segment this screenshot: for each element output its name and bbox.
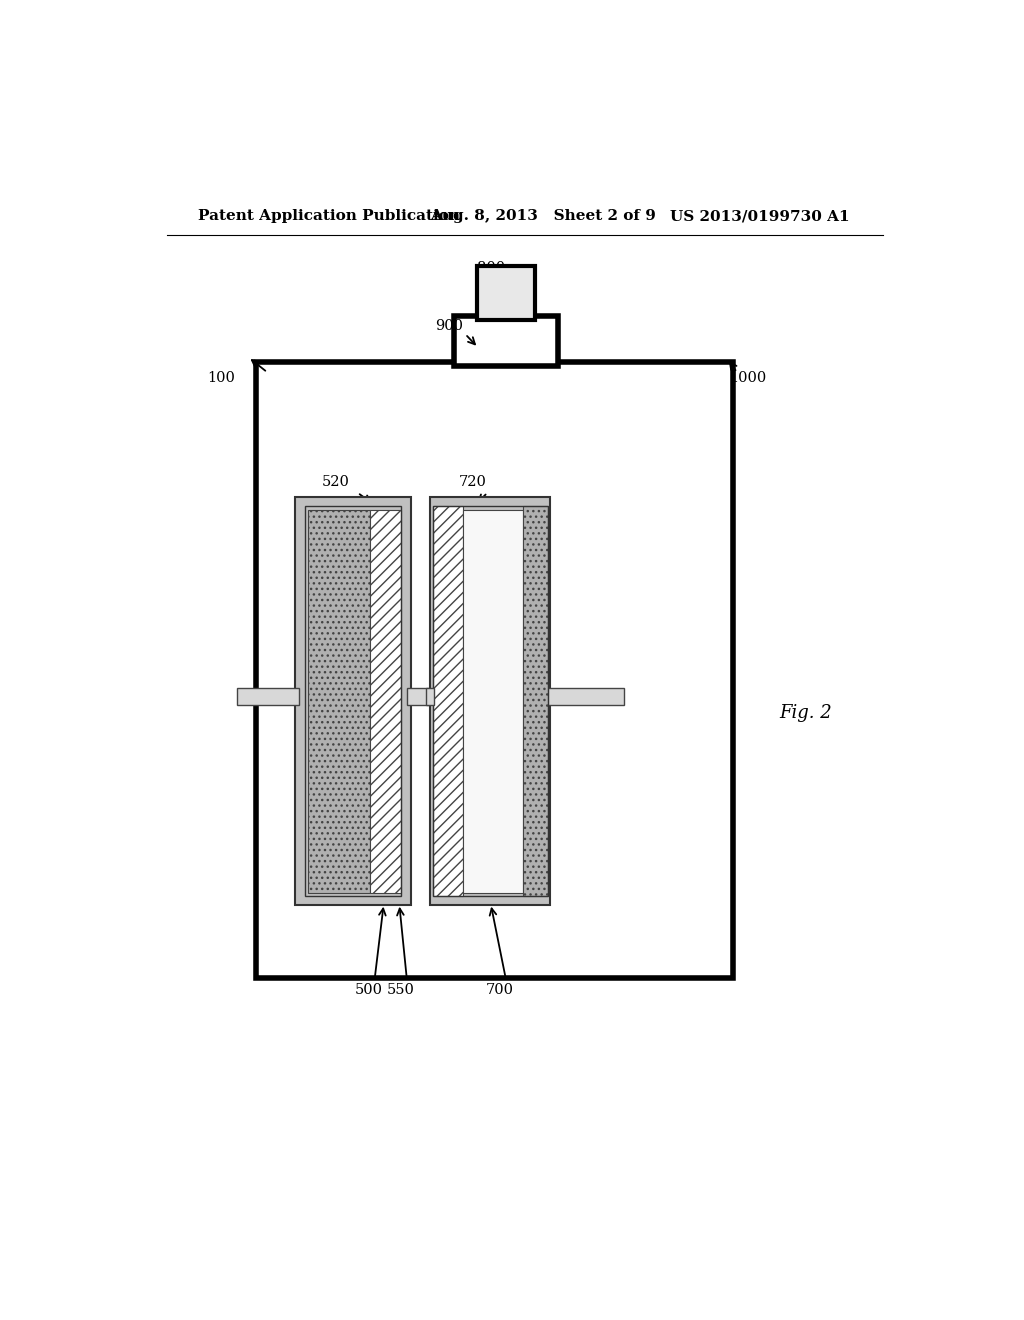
- Bar: [477, 267, 535, 321]
- Bar: [430, 498, 550, 906]
- Text: 550: 550: [387, 983, 415, 997]
- Text: US 2013/0199730 A1: US 2013/0199730 A1: [671, 209, 850, 223]
- Text: 800: 800: [476, 261, 505, 275]
- Text: 520: 520: [322, 475, 349, 488]
- Text: 700: 700: [486, 983, 514, 997]
- Bar: [295, 498, 411, 906]
- Bar: [432, 507, 463, 896]
- Text: 500: 500: [354, 983, 382, 997]
- Bar: [432, 507, 548, 896]
- Text: Fig. 2: Fig. 2: [779, 704, 831, 722]
- Bar: [523, 507, 548, 896]
- Text: Aug. 8, 2013   Sheet 2 of 9: Aug. 8, 2013 Sheet 2 of 9: [430, 209, 656, 223]
- Text: 900: 900: [435, 319, 464, 333]
- Bar: [237, 688, 299, 705]
- Text: Patent Application Publication: Patent Application Publication: [198, 209, 460, 223]
- Bar: [370, 510, 400, 892]
- Bar: [454, 317, 558, 367]
- Bar: [547, 688, 624, 705]
- Bar: [308, 510, 370, 892]
- Bar: [305, 507, 400, 896]
- Text: 720: 720: [459, 475, 486, 488]
- Bar: [256, 363, 732, 978]
- Text: 1000: 1000: [729, 371, 767, 385]
- Bar: [426, 688, 434, 705]
- Bar: [463, 510, 523, 892]
- Bar: [407, 688, 430, 705]
- Text: 100: 100: [207, 371, 234, 385]
